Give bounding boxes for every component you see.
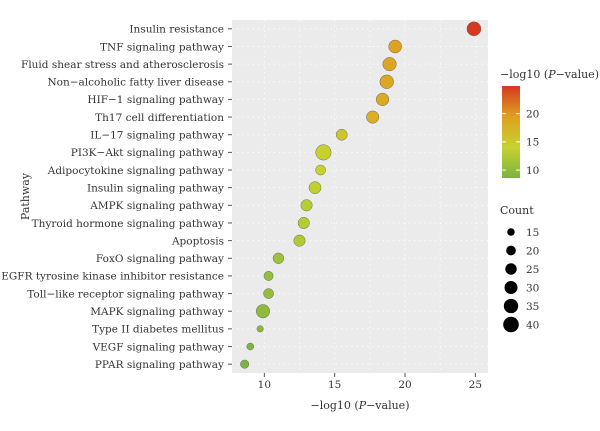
y-tick-label: Insulin resistance xyxy=(129,24,224,36)
size-legend-label: 40 xyxy=(526,319,539,331)
x-axis-label: −log10 (P−value) xyxy=(311,399,410,412)
size-legend-label: 25 xyxy=(526,264,539,276)
y-tick-label: VEGF signaling pathway xyxy=(92,341,224,353)
size-legend-label: 15 xyxy=(526,227,539,239)
data-point xyxy=(246,342,254,351)
y-tick-label: PI3K−Akt signaling pathway xyxy=(71,147,224,159)
data-point xyxy=(255,304,270,319)
data-point xyxy=(240,359,250,369)
data-point xyxy=(388,39,402,54)
y-tick-label: Non−alcoholic fatty liver disease xyxy=(47,77,224,89)
size-legend-dot xyxy=(505,263,517,275)
data-point xyxy=(293,234,306,247)
data-point xyxy=(382,57,397,72)
y-tick-label: Thyroid hormone signaling pathway xyxy=(32,218,224,230)
data-point xyxy=(335,128,348,141)
y-tick-label: Fluid shear stress and atherosclerosis xyxy=(21,59,224,71)
size-legend-label: 35 xyxy=(526,301,539,313)
data-point xyxy=(272,252,285,264)
data-point xyxy=(263,271,274,281)
y-axis-label: Pathway xyxy=(19,172,32,220)
color-legend-title: −log10 (P−value) xyxy=(500,68,599,81)
y-tick-label: Th17 cell differentiation xyxy=(95,112,224,124)
size-legend: Count 15 20 25 30 35 40 xyxy=(500,204,539,333)
x-tick-label: 20 xyxy=(398,379,411,391)
y-tick-label: EGFR tyrosine kinase inhibitor resistanc… xyxy=(1,271,224,283)
grid-lines xyxy=(232,20,488,373)
data-point xyxy=(297,217,310,229)
color-tick-label: 15 xyxy=(526,137,539,149)
data-point xyxy=(256,325,264,333)
color-bar xyxy=(502,86,520,178)
y-tick-label: Apoptosis xyxy=(171,235,224,247)
y-tick-label: Toll−like receptor signaling pathway xyxy=(27,288,224,300)
y-tick-label: IL−17 signaling pathway xyxy=(90,130,224,142)
x-tick-label: 25 xyxy=(469,379,482,391)
data-point xyxy=(375,92,390,106)
y-tick-label: PPAR signaling pathway xyxy=(95,359,224,371)
color-legend: −log10 (P−value) 10 15 20 xyxy=(500,68,599,178)
x-tick-label: 15 xyxy=(328,379,341,391)
size-legend-dot xyxy=(503,316,519,333)
y-tick-label: Insulin signaling pathway xyxy=(87,182,224,194)
y-tick-labels: Insulin resistance TNF signaling pathway F… xyxy=(1,24,232,371)
y-tick-label: HIF−1 signaling pathway xyxy=(87,94,224,106)
data-point xyxy=(315,164,326,176)
x-tick-label: 10 xyxy=(258,379,271,391)
data-point xyxy=(366,110,380,124)
size-legend-dot xyxy=(504,281,518,294)
size-legend-dot xyxy=(507,228,515,236)
plot-panel xyxy=(232,20,488,373)
color-tick-label: 20 xyxy=(526,108,539,120)
color-tick-label: 10 xyxy=(526,165,539,177)
size-legend-title: Count xyxy=(500,204,534,217)
size-legend-label: 20 xyxy=(526,245,539,257)
size-legend-dot xyxy=(503,298,519,314)
size-legend-dot xyxy=(506,245,516,256)
y-tick-label: Type II diabetes mellitus xyxy=(92,324,224,336)
data-point xyxy=(300,199,313,212)
data-point xyxy=(263,288,274,299)
y-tick-label: FoxO signaling pathway xyxy=(96,253,224,265)
x-ticks: 10 15 20 25 xyxy=(258,373,482,391)
y-tick-label: TNF signaling pathway xyxy=(100,41,224,53)
data-point xyxy=(315,144,332,161)
data-point xyxy=(466,21,482,37)
data-point xyxy=(379,74,394,89)
size-legend-label: 30 xyxy=(526,282,539,294)
data-point xyxy=(308,181,322,194)
y-tick-label: AMPK signaling pathway xyxy=(89,200,224,212)
y-tick-label: MAPK signaling pathway xyxy=(90,306,224,318)
y-tick-label: Adipocytokine signaling pathway xyxy=(47,165,224,177)
points-layer xyxy=(240,21,482,369)
